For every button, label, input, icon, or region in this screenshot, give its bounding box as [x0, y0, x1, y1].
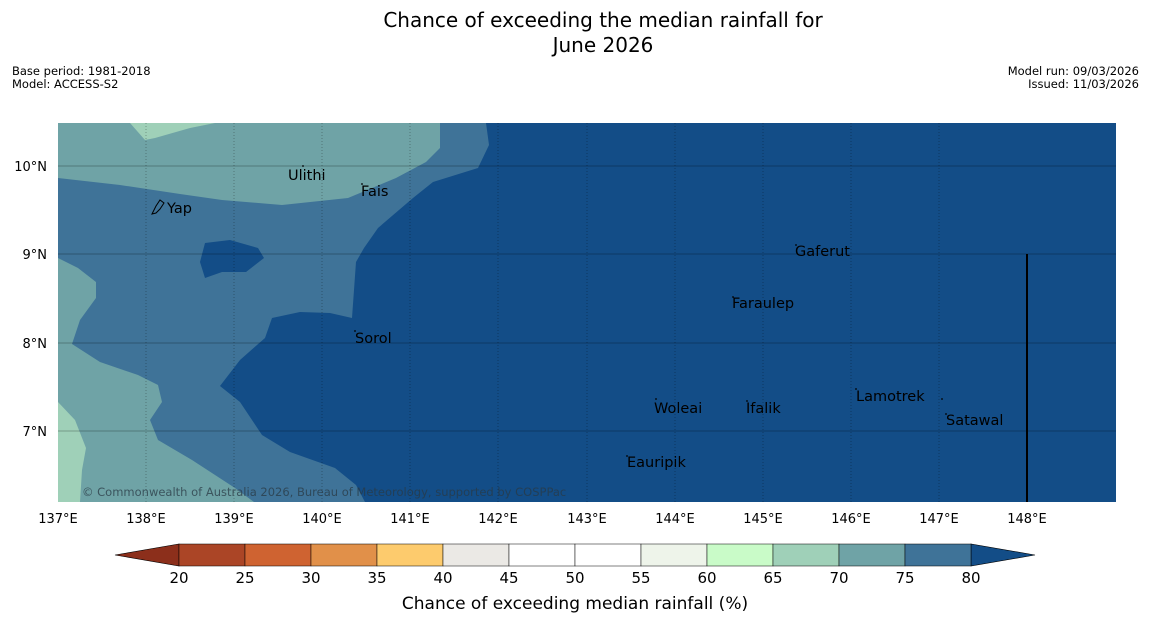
- place-markers: [302, 165, 947, 457]
- lon-tick-148: 148°E: [1007, 512, 1047, 527]
- contour-65-70-north: [130, 123, 215, 140]
- run-info: Model run: 09/03/2026 Issued: 11/03/2026: [1008, 65, 1139, 91]
- colorbar-tick-label: 75: [895, 569, 914, 587]
- place-label-yap: Yap: [166, 201, 192, 217]
- lon-tick-140: 140°E: [302, 512, 342, 527]
- place-label-gaferut: Gaferut: [795, 244, 850, 260]
- colorbar-segment: [244, 543, 312, 567]
- colorbar-tick-label: 25: [235, 569, 254, 587]
- lat-axis: 10°N 9°N 8°N 7°N: [14, 160, 47, 440]
- marker-lamotrek: [855, 388, 857, 390]
- lon-tick-139: 139°E: [214, 512, 254, 527]
- colorbar-tick-label: 35: [367, 569, 386, 587]
- lat-tick-7n: 7°N: [23, 425, 48, 440]
- marker-gaferut: [795, 244, 797, 246]
- colorbar-tick-label: 55: [631, 569, 650, 587]
- colorbar-segment: [508, 543, 576, 567]
- colorbar-segment: [640, 543, 708, 567]
- lon-tick-144: 144°E: [655, 512, 695, 527]
- title-line-2: June 2026: [552, 33, 654, 57]
- marker-eauripik: [626, 455, 628, 457]
- marker-faraulep: [732, 296, 734, 298]
- lon-axis: 137°E 138°E 139°E 140°E 141°E 142°E 143°…: [38, 512, 1047, 527]
- lat-tick-9n: 9°N: [23, 248, 48, 263]
- lon-tick-141: 141°E: [390, 512, 430, 527]
- base-period: Base period: 1981-2018: [12, 64, 151, 78]
- colorbar: 20 25 30 35 40 45 50 55 60 65 70 75 80: [114, 543, 1036, 587]
- colorbar-tick-label: 70: [829, 569, 848, 587]
- colorbar-tick-label: 45: [499, 569, 518, 587]
- colorbar-segment: [310, 543, 378, 567]
- lat-tick-10n: 10°N: [14, 160, 47, 175]
- place-label-fais: Fais: [361, 184, 388, 200]
- contour-65-70-southwest: [58, 402, 86, 502]
- graticule: [58, 123, 1116, 502]
- colorbar-segment: [772, 543, 840, 567]
- colorbar-segments: [178, 543, 972, 567]
- map-title: Chance of exceeding the median rainfall …: [0, 8, 1150, 58]
- marker-ulithi: [302, 165, 304, 167]
- marker-fais: [361, 183, 363, 185]
- colorbar-label: Chance of exceeding median rainfall (%): [401, 594, 749, 614]
- colorbar-segment: [904, 543, 972, 567]
- contour-75-80: [58, 123, 489, 502]
- colorbar-segment: [574, 543, 642, 567]
- colorbar-tick-label: 30: [301, 569, 320, 587]
- colorbar-segment: [442, 543, 510, 567]
- colorbar-segment: [706, 543, 774, 567]
- place-label-woleai: Woleai: [654, 401, 702, 417]
- place-label-faraulep: Faraulep: [732, 296, 794, 312]
- colorbar-under-arrow: [114, 543, 180, 567]
- lon-tick-145: 145°E: [743, 512, 783, 527]
- lat-tick-8n: 8°N: [23, 337, 48, 352]
- place-label-eauripik: Eauripik: [627, 455, 686, 471]
- copyright-text: © Commonwealth of Australia 2026, Bureau…: [82, 485, 566, 499]
- colorbar-tick-label: 60: [697, 569, 716, 587]
- colorbar-tick-label: 50: [565, 569, 584, 587]
- marker-ifalik: [746, 400, 748, 402]
- place-label-lamotrek: Lamotrek: [856, 389, 925, 405]
- model-name: Model: ACCESS-S2: [12, 77, 119, 91]
- contour-70-75-north: [58, 123, 440, 205]
- marker-satawal: [945, 413, 947, 415]
- colorbar-tick-label: 80: [961, 569, 980, 587]
- colorbar-tick-label: 20: [169, 569, 188, 587]
- title-line-1: Chance of exceeding the median rainfall …: [383, 8, 823, 32]
- lon-tick-143: 143°E: [567, 512, 607, 527]
- place-label-ifalik: Ifalik: [746, 401, 781, 417]
- marker-sorol: [354, 330, 356, 332]
- colorbar-tick-label: 65: [763, 569, 782, 587]
- lon-tick-138: 138°E: [126, 512, 166, 527]
- colorbar-tick-label: 40: [433, 569, 452, 587]
- marker-woleai: [655, 398, 657, 400]
- contour-70-75-southwest: [58, 258, 254, 502]
- model-info: Base period: 1981-2018 Model: ACCESS-S2: [12, 65, 151, 91]
- colorbar-segment: [838, 543, 906, 567]
- issued-date: Issued: 11/03/2026: [1028, 77, 1139, 91]
- lon-tick-146: 146°E: [831, 512, 871, 527]
- colorbar-segment: [178, 543, 246, 567]
- colorbar-segment: [376, 543, 444, 567]
- place-labels: Ulithi Fais Yap Gaferut Faraulep Sorol L…: [166, 168, 1003, 471]
- colorbar-ticks: 20 25 30 35 40 45 50 55 60 65 70 75 80: [169, 569, 980, 587]
- place-label-ulithi: Ulithi: [288, 168, 326, 184]
- place-label-satawal: Satawal: [946, 413, 1003, 429]
- contour-high-patch: [200, 240, 264, 278]
- place-label-sorol: Sorol: [355, 331, 392, 347]
- yap-island-outline: [151, 199, 165, 215]
- lon-tick-147: 147°E: [919, 512, 959, 527]
- contour-fill: [58, 123, 1116, 502]
- model-run: Model run: 09/03/2026: [1007, 64, 1139, 78]
- marker-lamotrek-east: [941, 398, 943, 400]
- lon-tick-137: 137°E: [38, 512, 78, 527]
- lon-tick-142: 142°E: [478, 512, 518, 527]
- colorbar-over-arrow: [970, 543, 1036, 567]
